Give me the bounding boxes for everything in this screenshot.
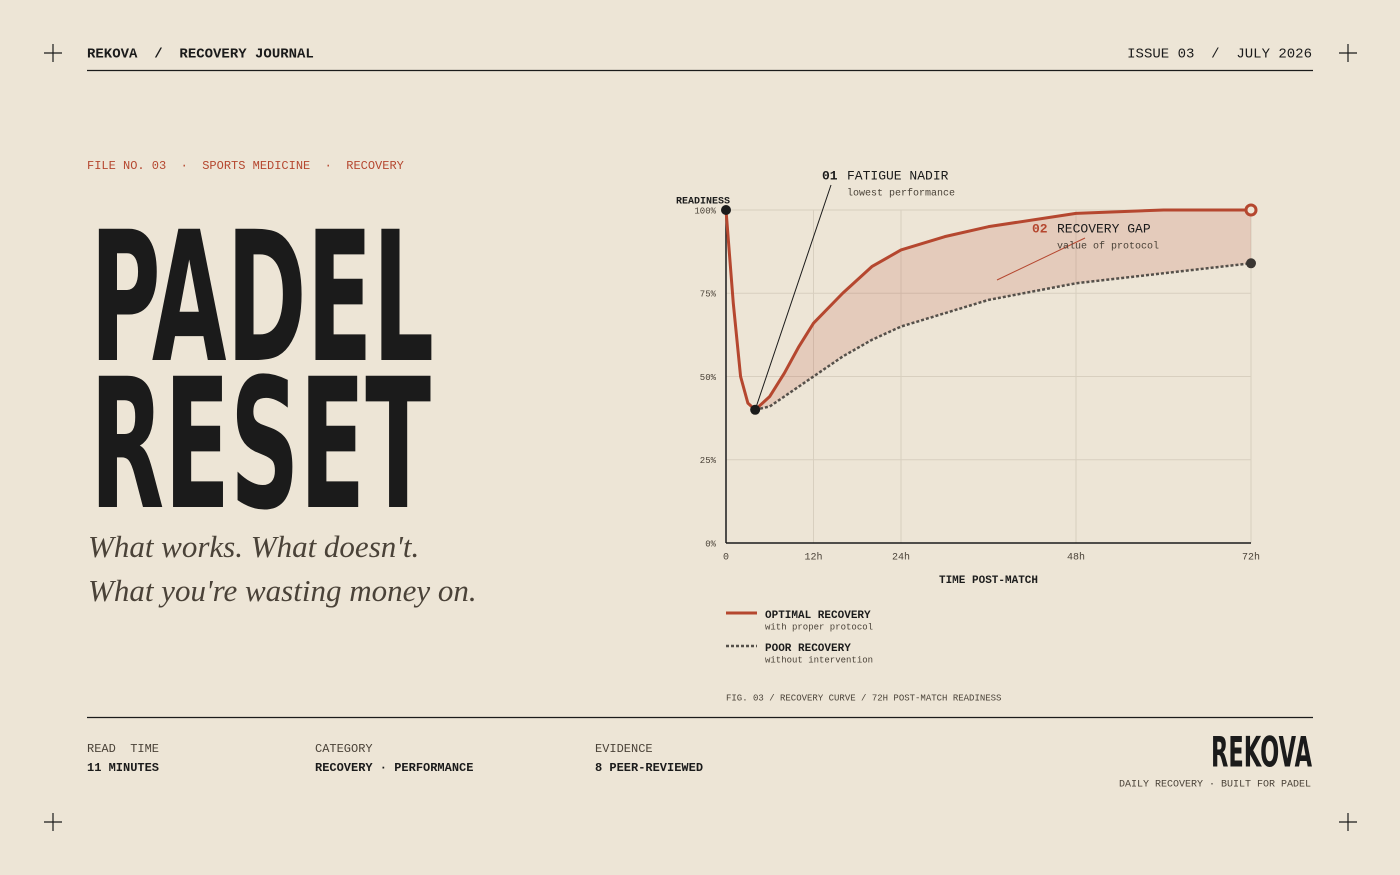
header-left: REKOVA / RECOVERY JOURNAL: [87, 47, 314, 63]
annotation-title: RECOVERY GAP: [1057, 221, 1151, 236]
hero-title: PADEL: [90, 194, 434, 403]
x-tick-label: 12h: [804, 552, 822, 564]
x-tick-label: 24h: [892, 552, 910, 564]
y-tick-label: 0%: [705, 539, 716, 549]
crosshairs: [44, 44, 1357, 831]
legend-desc: with proper protocol: [765, 622, 873, 632]
footer-tagline: DAILY RECOVERY · BUILT FOR PADEL: [1119, 780, 1311, 791]
legend-name: OPTIMAL RECOVERY: [765, 610, 871, 622]
subtitle: What you're wasting money on.: [88, 573, 477, 608]
series-line: [754, 262, 1252, 412]
annotation-number: 01: [822, 168, 838, 183]
meta-value: RECOVERY · PERFORMANCE: [315, 761, 473, 775]
start-marker: [721, 205, 731, 215]
annotation-title: FATIGUE NADIR: [847, 168, 949, 183]
gap-area: [755, 210, 1251, 410]
meta-value: 8 PEER-REVIEWED: [595, 761, 703, 775]
leader-line: [996, 237, 1086, 281]
y-axis-label: READINESS: [676, 197, 730, 208]
y-tick-label: 75%: [700, 290, 717, 300]
annotation-text: value of protocol: [1057, 241, 1159, 253]
meta-label: CATEGORY: [315, 742, 373, 756]
meta-label: EVIDENCE: [595, 742, 653, 756]
chart-caption: FIG. 03 / RECOVERY CURVE / 72H POST-MATC…: [726, 693, 1001, 703]
kicker: FILE NO. 03 · SPORTS MEDICINE · RECOVERY: [87, 159, 404, 173]
series-line: [724, 208, 1251, 412]
annotation-text: lowest performance: [847, 188, 955, 200]
subtitle: What works. What doesn't.: [88, 529, 419, 564]
end-marker: [1244, 203, 1258, 217]
leader-line: [754, 184, 832, 410]
header-right: ISSUE 03 / JULY 2026: [1127, 47, 1312, 63]
hero-title: RESET: [90, 341, 431, 550]
footer-brand: REKOVA: [1211, 728, 1312, 777]
legend-name: POOR RECOVERY: [765, 643, 851, 655]
crosshair: [44, 44, 1357, 831]
meta-label: READ TIME: [87, 742, 159, 756]
x-tick-label: 0: [723, 553, 729, 564]
legend-desc: without intervention: [765, 655, 873, 665]
y-tick-label: 25%: [700, 456, 717, 466]
x-axis-label: TIME POST-MATCH: [939, 575, 1038, 587]
x-tick-label: 48h: [1067, 552, 1085, 564]
y-tick-label: 50%: [700, 373, 717, 383]
annotation-number: 02: [1032, 221, 1048, 236]
meta-value: 11 MINUTES: [87, 761, 159, 775]
x-tick-label: 72h: [1242, 552, 1260, 564]
end-marker: [1246, 258, 1256, 269]
y-tick-label: 100%: [694, 206, 716, 216]
